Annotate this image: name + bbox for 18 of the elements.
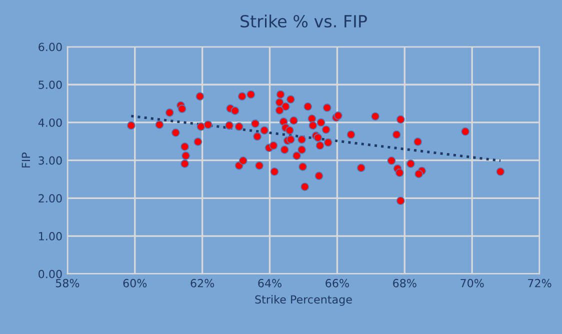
x-tick-label: 66% (326, 278, 349, 288)
y-tick-label: 6.00 (38, 42, 62, 52)
x-tick-label: 60% (123, 278, 147, 288)
y-tick-label: 0.00 (38, 270, 62, 278)
x-axis-title: Strike Percentage (255, 295, 352, 306)
x-tick-label: 70% (460, 278, 484, 288)
x-tick-label: 68% (393, 278, 416, 288)
chart-title: Strike % vs. FIP (240, 14, 367, 28)
x-tick-label: 64% (258, 278, 282, 288)
y-tick-label: 5.00 (38, 80, 62, 89)
y-tick-label: 2.00 (38, 194, 62, 203)
y-tick-label: 3.00 (38, 156, 62, 165)
y-tick-label: 4.00 (38, 118, 62, 127)
x-tick-label: 58% (56, 278, 80, 288)
y-axis-title: FIP (22, 152, 30, 168)
x-tick-label: 72% (528, 278, 552, 288)
y-tick-label: 1.00 (39, 232, 62, 240)
x-tick-label: 62% (190, 278, 214, 288)
